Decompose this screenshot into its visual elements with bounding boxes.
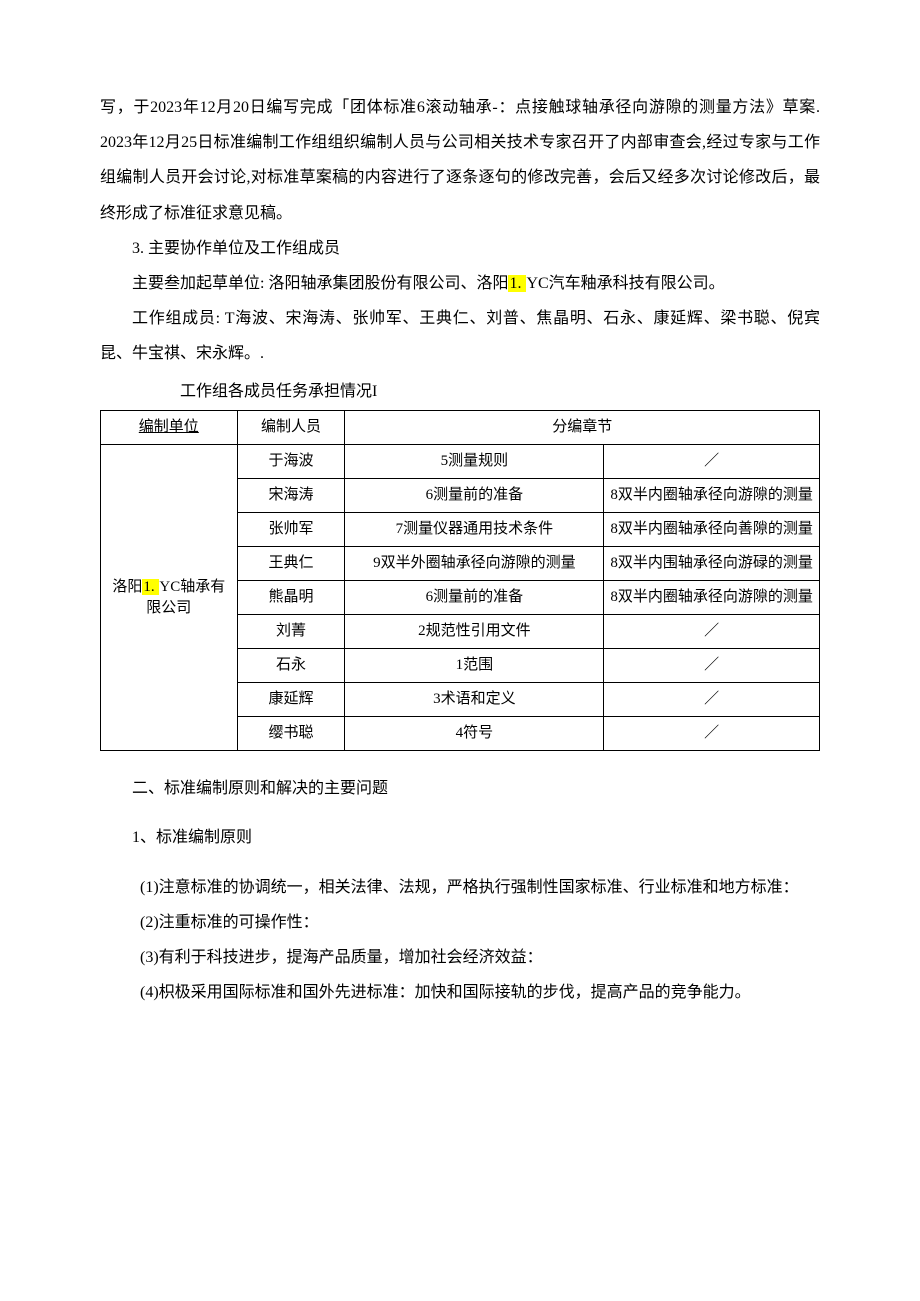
cell-person: 康延辉 — [237, 683, 345, 717]
cell-person: 石永 — [237, 649, 345, 683]
cell-unit: 洛阳1. YC轴承有限公司 — [101, 445, 238, 751]
section-2-sub1: 1、标准编制原则 — [100, 820, 820, 855]
cell-chapter2: 8双半内圈轴承径向游隙的测量 — [604, 581, 820, 615]
paragraph-units: 主要叁加起草单位: 洛阳轴承集团股份有限公司、洛阳1. YC汽车釉承科技有限公司… — [100, 266, 820, 301]
units-text-a: 主要叁加起草单位: 洛阳轴承集团股份有限公司、洛阳 — [132, 275, 508, 292]
cell-chapter1: 4符号 — [345, 717, 604, 751]
highlight-1: 1. — [508, 275, 526, 292]
cell-person: 张帅军 — [237, 513, 345, 547]
cell-chapter2: 8双半内圈轴承径向善隙的测量 — [604, 513, 820, 547]
principle-1: (1)注意标准的协调统一，相关法律、法规，严格执行强制性国家标准、行业标准和地方… — [100, 870, 820, 905]
th-chapter: 分编章节 — [345, 411, 820, 445]
unit-a: 洛阳 — [112, 579, 142, 595]
cell-chapter2: 8双半内圈轴承径向游隙的测量 — [604, 479, 820, 513]
cell-chapter2: ／ — [604, 649, 820, 683]
paragraph-intro: 写，于2023年12月20日编写完成「团体标准6滚动轴承-：点接触球轴承径向游隙… — [100, 90, 820, 231]
cell-person: 宋海涛 — [237, 479, 345, 513]
cell-chapter2: ／ — [604, 683, 820, 717]
cell-person: 熊晶明 — [237, 581, 345, 615]
cell-person: 于海波 — [237, 445, 345, 479]
cell-chapter2: ／ — [604, 445, 820, 479]
paragraph-members: 工作组成员: T海波、宋海涛、张帅军、王典仁、刘普、焦晶明、石永、康延辉、梁书聪… — [100, 301, 820, 371]
unit-b: YC轴承有限公司 — [146, 579, 225, 616]
cell-chapter2: ／ — [604, 717, 820, 751]
table-header-row: 编制单位 编制人员 分编章节 — [101, 411, 820, 445]
highlight-2: 1. — [142, 579, 159, 595]
cell-chapter1: 6测量前的准备 — [345, 479, 604, 513]
principle-2: (2)注重标准的可操作性： — [100, 905, 820, 940]
cell-person: 缨书聪 — [237, 717, 345, 751]
cell-chapter2: ／ — [604, 615, 820, 649]
assignment-table: 编制单位 编制人员 分编章节 洛阳1. YC轴承有限公司 于海波 5测量规则 ／… — [100, 410, 820, 751]
th-unit: 编制单位 — [101, 411, 238, 445]
cell-chapter1: 2规范性引用文件 — [345, 615, 604, 649]
cell-chapter1: 6测量前的准备 — [345, 581, 604, 615]
table-caption: 工作组各成员任务承担情况I — [100, 378, 820, 407]
cell-chapter1: 3术语和定义 — [345, 683, 604, 717]
cell-person: 王典仁 — [237, 547, 345, 581]
cell-chapter2: 8双半内围轴承径向游碌的测量 — [604, 547, 820, 581]
principle-4: (4)枳极采用国际标准和国外先进标准：加快和国际接轨的步伐，提高产品的竞争能力。 — [100, 975, 820, 1010]
cell-chapter1: 9双半外圈轴承径向游隙的测量 — [345, 547, 604, 581]
cell-chapter1: 7测量仪器通用技术条件 — [345, 513, 604, 547]
table-row: 洛阳1. YC轴承有限公司 于海波 5测量规则 ／ — [101, 445, 820, 479]
units-text-b: YC汽车釉承科技有限公司。 — [526, 275, 724, 292]
paragraph-3-heading: 3. 主要协作单位及工作组成员 — [100, 231, 820, 266]
cell-chapter1: 5测量规则 — [345, 445, 604, 479]
cell-chapter1: 1范围 — [345, 649, 604, 683]
principle-3: (3)有利于科技进步，提海产品质量，增加社会经济效益： — [100, 940, 820, 975]
th-unit-label: 编制单位 — [139, 419, 199, 435]
th-person: 编制人员 — [237, 411, 345, 445]
section-2-title: 二、标准编制原则和解决的主要问题 — [100, 771, 820, 806]
cell-person: 刘菁 — [237, 615, 345, 649]
